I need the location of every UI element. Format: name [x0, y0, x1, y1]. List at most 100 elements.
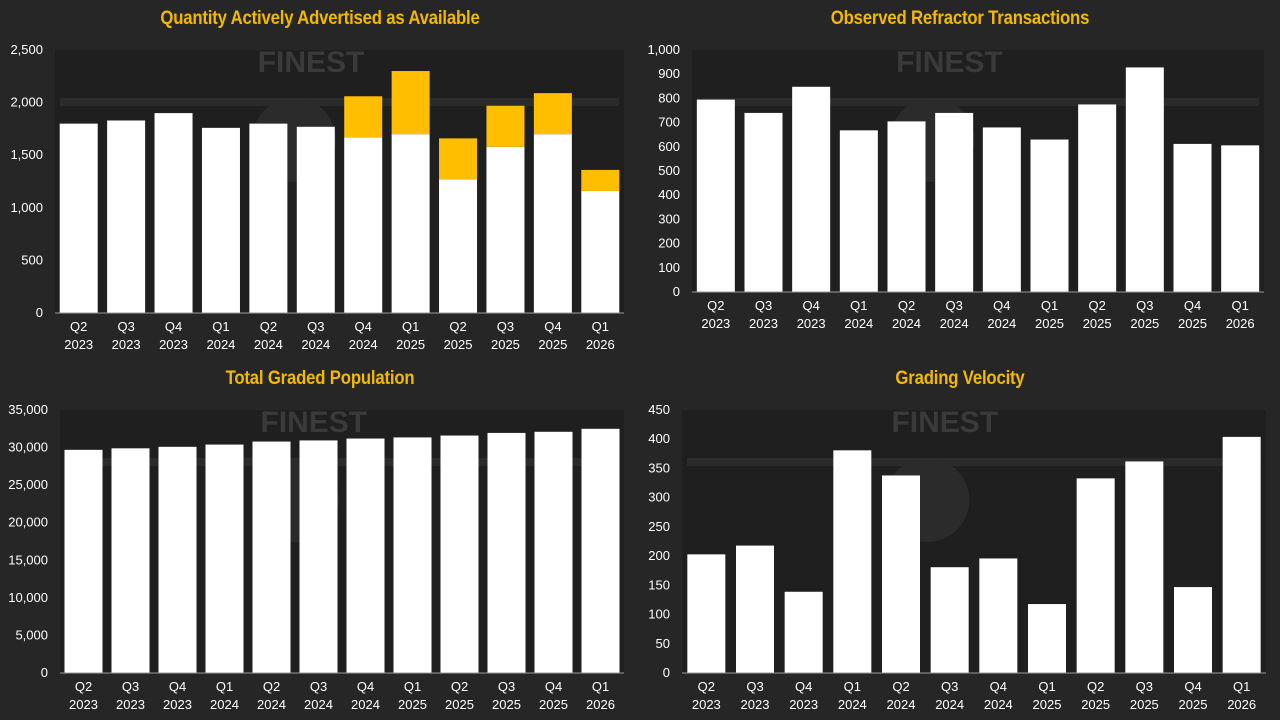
x-tick-label: 2025 — [491, 337, 520, 352]
y-tick-label: 450 — [648, 402, 670, 417]
bar — [1174, 587, 1212, 673]
y-tick-label: 400 — [658, 187, 680, 202]
x-tick-label: Q1 — [592, 679, 609, 694]
chart-panel-velocity: Grading Velocity FINEST 0 50 100 150 200 250 30… — [640, 360, 1280, 720]
x-tick-label: 2025 — [1081, 697, 1110, 712]
y-tick-label: 2,000 — [10, 95, 43, 110]
x-tick-label: Q2 — [263, 679, 280, 694]
chart-svg: FINEST 0 500 1,000 1,500 2,000 2,500 Q2 2023 Q3 20… — [10, 42, 624, 352]
y-tick-label: 25,000 — [8, 477, 48, 492]
x-tick-label: Q2 — [1087, 679, 1104, 694]
x-tick-label: Q2 — [892, 679, 909, 694]
bar — [111, 448, 150, 673]
x-tick-label: Q1 — [1041, 298, 1058, 313]
x-tick-label: Q2 — [898, 298, 915, 313]
background-art-band — [697, 98, 1259, 106]
x-tick-label: 2024 — [935, 697, 964, 712]
x-tick-label: Q1 — [1233, 679, 1250, 694]
y-tick-label: 35,000 — [8, 402, 48, 417]
x-tick-label: 2024 — [304, 697, 333, 712]
x-tick-label: Q1 — [404, 679, 421, 694]
x-tick-label: 2023 — [701, 316, 730, 331]
x-tick-label: Q1 — [1231, 298, 1248, 313]
bar — [154, 113, 193, 314]
x-tick-label: Q1 — [212, 319, 229, 334]
chart-panel-population: Total Graded Population FINEST 0 5,000 10,0… — [0, 360, 640, 720]
x-tick-label: 2025 — [398, 697, 427, 712]
bar — [887, 121, 926, 292]
plot-area — [692, 50, 1264, 292]
bar — [344, 96, 383, 138]
x-tick-label: 2025 — [445, 697, 474, 712]
x-tick-label: Q3 — [755, 298, 772, 313]
y-tick-label: 0 — [673, 284, 680, 299]
bar — [736, 545, 774, 673]
x-tick-label: 2024 — [257, 697, 286, 712]
y-tick-label: 0 — [36, 305, 43, 320]
x-tick-label: 2025 — [1083, 316, 1112, 331]
x-tick-label: 2026 — [1227, 697, 1256, 712]
x-tick-label: 2026 — [586, 337, 615, 352]
bar — [486, 146, 525, 313]
y-tick-label: 20,000 — [8, 515, 48, 530]
y-tick-label: 1,000 — [10, 200, 43, 215]
bar — [533, 134, 572, 313]
bar — [581, 169, 620, 191]
x-tick-label: Q4 — [993, 298, 1010, 313]
x-tick-label: 2024 — [984, 697, 1013, 712]
plot-area — [682, 410, 1266, 673]
x-tick-label: 2023 — [112, 337, 141, 352]
x-tick-label: Q2 — [698, 679, 715, 694]
x-tick-label: 2025 — [1179, 697, 1208, 712]
bar — [1078, 104, 1117, 292]
plot-area — [55, 50, 624, 313]
x-tick-label: Q4 — [169, 679, 186, 694]
y-tick-label: 50 — [656, 636, 670, 651]
bar — [935, 112, 974, 292]
bar — [393, 437, 432, 673]
x-tick-label: 2023 — [163, 697, 192, 712]
y-tick-label: 0 — [663, 665, 670, 680]
x-tick-label: Q4 — [165, 319, 182, 334]
bar — [299, 440, 338, 673]
x-tick-label: 2023 — [789, 697, 818, 712]
background-watermark: FINEST — [260, 406, 367, 439]
x-tick-label: 2025 — [1130, 697, 1159, 712]
plot-area — [60, 410, 624, 673]
y-tick-label: 300 — [658, 211, 680, 226]
bar — [792, 86, 831, 292]
x-tick-label: 2024 — [987, 316, 1016, 331]
x-tick-label: 2025 — [1035, 316, 1064, 331]
x-tick-label: 2023 — [69, 697, 98, 712]
y-tick-label: 250 — [648, 519, 670, 534]
x-tick-label: 2023 — [749, 316, 778, 331]
x-tick-label: Q2 — [451, 679, 468, 694]
bar — [486, 105, 525, 147]
x-tick-label: Q2 — [449, 319, 466, 334]
bar — [344, 137, 383, 313]
bar — [533, 93, 572, 135]
bar — [839, 130, 878, 292]
x-tick-label: Q2 — [75, 679, 92, 694]
bar — [581, 428, 620, 673]
background-art-band — [687, 458, 1261, 466]
x-tick-label: 2024 — [301, 337, 330, 352]
bar — [64, 449, 103, 673]
bar — [534, 431, 573, 673]
bar — [249, 123, 288, 313]
bar — [107, 120, 146, 313]
x-tick-label: Q3 — [1136, 679, 1153, 694]
y-tick-label: 15,000 — [8, 552, 48, 567]
bar — [346, 438, 385, 673]
x-tick-label: Q3 — [1136, 298, 1153, 313]
bar — [440, 435, 479, 673]
bar — [696, 99, 735, 292]
x-tick-label: 2024 — [887, 697, 916, 712]
x-tick-label: 2024 — [254, 337, 283, 352]
x-tick-label: 2024 — [349, 337, 378, 352]
y-tick-label: 10,000 — [8, 590, 48, 605]
x-tick-label: 2025 — [1033, 697, 1062, 712]
chart-svg: FINEST 0 50 100 150 200 250 300 350 400 450 Q2 2023 Q… — [648, 402, 1266, 712]
y-tick-label: 900 — [658, 66, 680, 81]
x-tick-label: 2025 — [444, 337, 473, 352]
